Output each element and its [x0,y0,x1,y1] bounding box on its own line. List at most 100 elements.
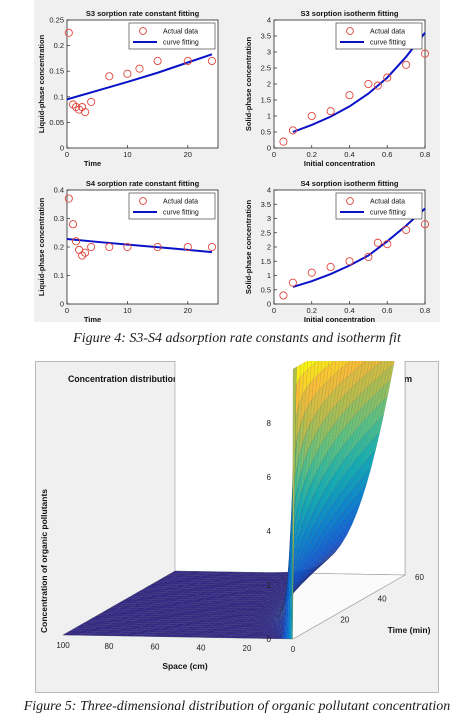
x-tick-label: 0 [272,306,276,315]
y-tick-label: 3 [267,214,271,223]
surface-patch [361,361,366,365]
legend-marker-actual [346,197,354,205]
legend-label-actual: Actual data [370,29,405,36]
data-point [81,248,90,257]
data-point [326,107,335,116]
y-tick-label: 0.4 [54,186,64,195]
y-tick-label: 2 [267,243,271,252]
data-point [72,102,81,112]
y-tick-label: 3 [267,48,271,57]
data-point [183,56,192,66]
data-point [135,64,144,73]
x-tick-label: 0 [291,645,296,654]
y-tick-label: 40 [378,594,387,603]
x-tick-label: 0.6 [382,150,392,159]
legend-label-actual: Actual data [163,29,198,36]
data-point [105,72,114,81]
data-point [307,268,316,277]
curve-fitting-line [292,32,426,133]
data-point [72,237,81,246]
data-point [383,73,392,82]
y-axis-label: Solid-phase concentration [244,36,253,131]
legend-label-actual: Actual data [163,199,198,206]
z-tick-label: 4 [267,527,272,536]
y-tick-label: 3.5 [261,200,271,209]
y-tick-label: 0 [267,144,271,153]
y-tick-label: 0.2 [54,243,64,252]
x-tick-label: 0.4 [344,306,354,315]
subplot-title: S4 sorption isotherm fitting [301,179,399,188]
data-point [288,126,297,135]
figure-5-surface-plot: Concentration distribution of an organic… [35,361,439,693]
surface-patch [349,361,351,362]
y-tick-label: 0.2 [54,41,64,50]
y-tick-label: 20 [340,616,349,625]
data-point [123,69,132,78]
z-tick-label: 2 [267,581,272,590]
x-tick-label: 20 [184,150,192,159]
data-point [307,111,316,121]
y-tick-label: 1.5 [261,257,271,266]
data-point [68,100,78,109]
x-tick-label: 0.8 [420,306,430,315]
subplot-title: S3 sorption isotherm fitting [301,9,399,18]
legend: Actual data curve fitting [335,192,423,220]
y-axis-label: Liquid-phase concentration [37,197,46,296]
data-point [288,278,297,287]
surface-patch [377,361,382,365]
figure-4-caption: Figure 4: S3-S4 adsorption rate constant… [73,331,401,346]
y-tick-label: 4 [267,186,271,195]
x-tick-label: 0.4 [344,150,354,159]
data-point [87,97,96,106]
legend-label-fit: curve fitting [370,40,406,47]
x-tick-label: 0 [272,150,276,159]
data-point [279,137,288,146]
y-tick-label: 2 [267,80,271,89]
legend-marker-actual [346,27,354,35]
x-tick-label: 0.2 [307,150,317,159]
y-tick-label: 0.5 [261,285,271,294]
legend: Actual data curve fitting [335,22,423,50]
subplot-title: S3 sorption rate constant fitting [86,9,200,18]
y-tick-label: 0 [267,300,271,309]
data-point [420,220,430,229]
x-tick-label: 10 [123,306,131,315]
data-point [207,242,217,252]
x-tick-label: 0 [65,306,69,315]
legend-label-fit: curve fitting [370,210,406,217]
y-tick-label: 2.5 [261,64,271,73]
surface-patch [332,361,335,363]
data-point [402,60,411,69]
z-axis-label: Concentration of organic pollutants [39,489,49,633]
x-tick-label: 0.2 [307,306,317,315]
data-point [153,242,162,252]
legend-marker-actual [139,27,147,35]
z-tick-label: 8 [267,419,272,428]
subplot-3: S4 sorption rate constant fitting 0 10 20 0 0… [37,179,219,322]
y-tick-label: 60 [415,573,424,582]
x-axis-label: Initial concentration [304,315,376,322]
data-point [383,240,392,249]
y-tick-label: 4 [267,16,271,25]
legend: Actual data curve fitting [128,192,216,220]
y-tick-label: 0.15 [49,67,64,76]
z-tick-label: 6 [267,473,272,482]
y-tick-label: 0.5 [261,128,271,137]
curve-fitting-line [66,238,213,254]
data-point [64,28,73,37]
data-point [279,291,288,300]
data-point [123,242,132,252]
y-tick-label: 1 [267,112,271,121]
x-tick-label: 20 [184,306,192,315]
data-point [420,49,430,58]
y-tick-label: 0.05 [49,118,64,127]
data-point [364,252,373,262]
y-tick-label: 0.3 [54,214,64,223]
data-point [87,242,96,252]
x-tick-label: 0.6 [382,306,392,315]
data-point [78,251,87,260]
data-point [183,242,192,252]
y-tick-label: 0.1 [54,92,64,101]
